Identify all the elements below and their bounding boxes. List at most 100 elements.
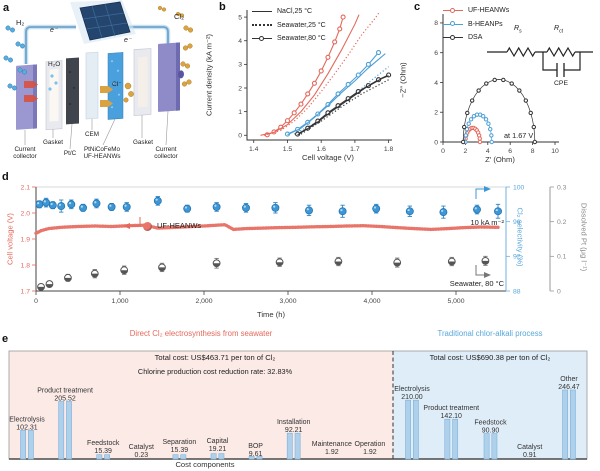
e-right-title: Traditional chlor-alkali process [437,329,543,338]
part-label-heanw: PtNiCoFeMo UF-HEANWs [83,146,121,161]
svg-text:4: 4 [434,80,438,87]
svg-text:Feedstock: Feedstock [87,440,120,447]
wire-right [128,26,169,50]
c-y-axis-label: −Z″ (Ohm) [398,62,408,98]
heanw-texture [111,81,115,85]
svg-text:96: 96 [513,219,521,226]
svg-text:2.0: 2.0 [21,210,31,217]
marker-line-icon [443,21,463,27]
svg-text:Capital: Capital [207,438,229,445]
svg-text:Maintenance: Maintenance [312,441,352,448]
e-left-title: Direct Cl₂ electrosynthesis from seawate… [129,329,273,338]
d-y-axis-label-left: Cell voltage (V) [5,213,15,265]
panel-letter-a: a [3,2,10,14]
panel-letter-d: d [2,171,9,183]
e-left-note: Chlorine production cost reduction rate:… [137,367,293,376]
electrolyzer-schematic [3,0,194,150]
svg-text:15.39: 15.39 [94,448,112,455]
h2o-label: H₂O [48,61,61,68]
c-legend-label: B-HEANPs [468,20,503,28]
svg-text:6: 6 [434,50,438,57]
current-collector-right [158,42,180,112]
svg-text:1.5: 1.5 [283,146,293,153]
heanw-texture [110,106,114,109]
part-label-gasket-right: Gasket [133,139,153,146]
svg-text:2.1: 2.1 [21,184,31,191]
svg-text:8: 8 [434,20,438,27]
c-legend-row: DSA [443,31,509,45]
cl2-label: Cl₂ [174,12,184,21]
svg-text:2: 2 [434,110,438,117]
heanw-texture [117,93,121,96]
c-legend: UF-HEANWs B-HEANPs DSA [443,4,509,45]
svg-text:15.39: 15.39 [171,447,189,454]
svg-text:4: 4 [238,38,242,45]
c-legend-label: UF-HEANWs [468,7,510,15]
ptc-texture [69,71,71,74]
circle-marker-icon [450,34,455,40]
svg-text:1,000: 1,000 [111,298,128,305]
svg-text:Separation: Separation [162,439,196,446]
svg-text:142.10: 142.10 [441,413,463,420]
solar-grid [91,5,103,39]
svg-text:205.52: 205.52 [54,395,76,402]
polarization-chart: 1.4 1.5 1.6 1.7 1.8 0 1 2 3 4 5 [238,10,394,153]
svg-text:19.21: 19.21 [209,446,227,453]
b-y-axis-label: Current density (kA m⁻²) [204,33,214,117]
svg-text:0: 0 [34,298,38,305]
svg-text:102.31: 102.31 [16,424,38,431]
svg-text:1.7: 1.7 [21,288,31,295]
svg-text:0: 0 [441,148,445,155]
svg-text:Other: Other [560,376,578,383]
condition-annotation: Seawater, 80 °C [449,279,504,288]
svg-text:Product treatment: Product treatment [423,405,479,412]
svg-text:1.92: 1.92 [363,449,377,456]
flow-arrow-gold [100,86,113,93]
dotted-line-icon [252,24,272,27]
b-legend-row: Seawater,25 °C [252,19,326,33]
chlorine-ball [124,82,132,90]
d-x-axis-label: Time (h) [257,310,285,319]
part-label-current-collector-right: Current collector [154,146,178,161]
c-legend-label: DSA [468,34,483,42]
b-legend-row: NaCl,25 °C [252,5,326,19]
svg-text:2,000: 2,000 [195,298,212,305]
svg-text:4,000: 4,000 [363,298,380,305]
c-x-axis-label: Z′ (Ohm) [485,155,515,164]
water-droplet [54,81,58,85]
d-y-axis-label-right1: Cl₂ selectivity (%) [515,207,525,267]
b-legend-row: Seawater,80 °C [252,32,326,46]
cl-minus-label: Cl⁻ [112,81,122,88]
svg-text:Installation: Installation [277,419,311,426]
solar-panel-icon [79,1,131,41]
outlet-port [178,70,184,79]
e-x-axis-label: Cost components [175,460,235,469]
cem-membrane [85,51,99,120]
flow-arrow-red [24,95,38,102]
marker-line-icon [443,34,463,40]
heanw-texture [116,69,120,72]
circuit-cpe-label: CPE [554,80,568,87]
b-legend-label: NaCl,25 °C [277,8,313,16]
svg-text:2: 2 [238,85,242,92]
h2-molecules [3,25,27,91]
e-left-total: Total cost: US$463.71 per ton of Cl₂ [154,353,276,362]
d-legend-label: UF-HEANWs [157,221,202,230]
solar-grid [85,22,128,30]
svg-text:Electrolysis: Electrolysis [9,416,45,423]
b-legend-label: Seawater,25 °C [277,21,326,29]
electron-label-right: e⁻ [124,37,132,44]
gasket-right-window [138,56,148,108]
e-right-total: Total cost: US$690.38 per ton of Cl₂ [429,353,551,362]
circle-marker-icon [259,35,264,41]
svg-text:1: 1 [238,109,242,116]
part-label-ptc: Pt/C [63,150,77,157]
svg-text:1.7: 1.7 [350,146,360,153]
cl2-molecules [157,5,194,87]
circuit-rs-label: Rs [514,25,522,35]
svg-text:100: 100 [513,184,525,191]
part-label-cem: CEM [85,131,99,138]
circuit-rct-label: Rct [554,25,563,35]
svg-text:5,000: 5,000 [447,298,464,305]
